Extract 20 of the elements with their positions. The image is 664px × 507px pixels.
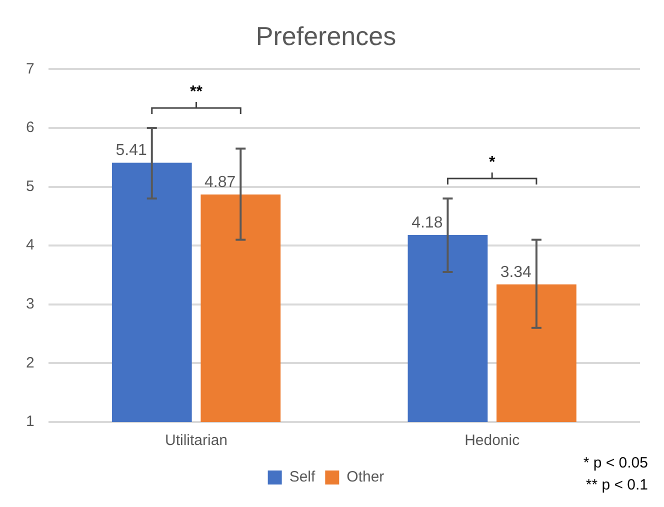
y-tick-label: 3	[26, 296, 34, 313]
data-label: 3.34	[500, 264, 532, 281]
data-label: 4.18	[412, 214, 443, 232]
legend-label: Self	[289, 468, 316, 486]
y-tick-label: 2	[26, 354, 34, 372]
x-tick-label: Utilitarian	[164, 432, 228, 450]
data-label: 5.41	[116, 142, 147, 160]
x-tick-label: Hedonic	[464, 432, 520, 450]
y-tick-label: 7	[26, 60, 34, 78]
chart-title: Preferences	[256, 20, 396, 51]
y-tick-label: 6	[26, 119, 34, 136]
data-label: 4.87	[204, 174, 236, 191]
text: * p < 0.05	[583, 454, 648, 472]
y-tick-label: 4	[26, 236, 34, 254]
annotation: *	[488, 154, 496, 171]
text: ** p < 0.1	[586, 476, 648, 494]
y-tick-label: 5	[26, 178, 34, 195]
y-tick-label: 1	[26, 413, 34, 430]
legend-label: Other	[346, 468, 384, 486]
annotation: **	[190, 83, 204, 100]
